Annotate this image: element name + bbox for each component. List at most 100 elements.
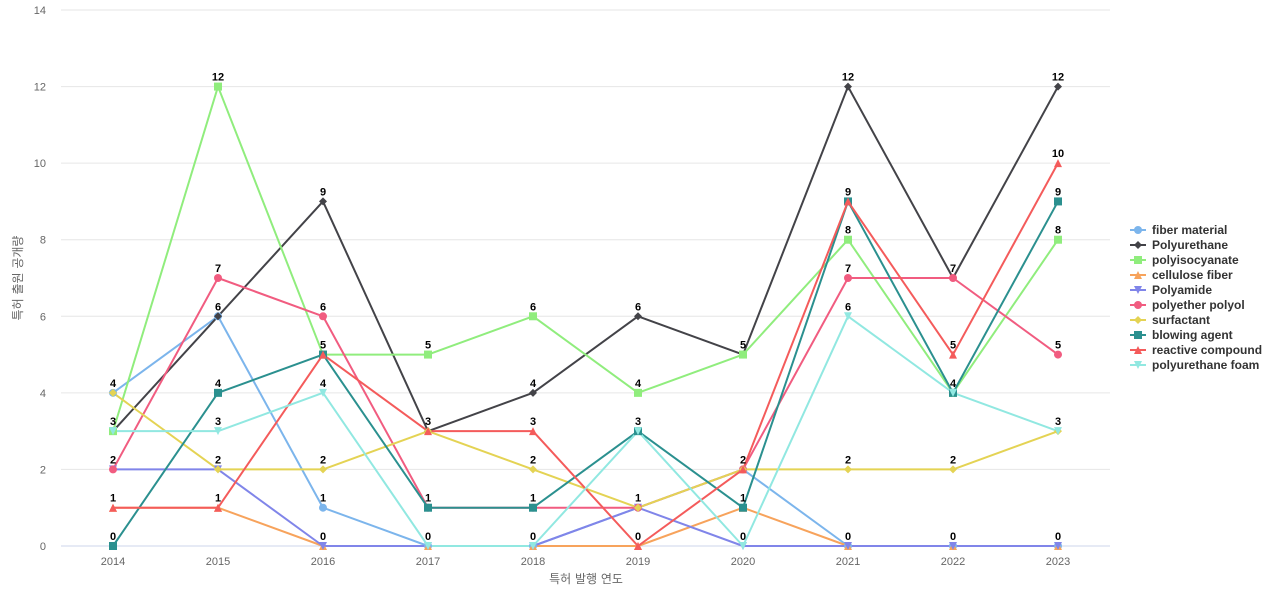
- legend-item-polyamide[interactable]: Polyamide: [1130, 283, 1212, 297]
- data-label: 0: [635, 531, 641, 543]
- legend-symbol: [1134, 286, 1142, 294]
- data-label: 0: [530, 531, 536, 543]
- legend-item-reactive-compound[interactable]: reactive compound: [1130, 343, 1262, 357]
- series-line-polyisocyanate: [112, 85, 1059, 433]
- legend-item-polyurethane-foam[interactable]: polyurethane foam: [1130, 358, 1259, 372]
- x-axis-ticks: 2014 2015 2016 2017 2018 2019 2020 2021 2022 2023: [101, 556, 1070, 568]
- legend[interactable]: fiber materialPolyurethanepolyisocyanate…: [1130, 223, 1262, 372]
- series-line-blowing-agent: [112, 200, 1059, 547]
- point-surfactant: [529, 465, 537, 474]
- data-label: 6: [635, 301, 641, 313]
- data-label: 9: [845, 186, 851, 198]
- data-label: 3: [215, 416, 221, 428]
- point-polyether-polyol: [109, 465, 117, 474]
- data-label: 5: [740, 340, 746, 352]
- legend-item-blowing-agent[interactable]: blowing agent: [1130, 328, 1233, 342]
- point-polyurethane-foam: [319, 388, 327, 397]
- point-polyamide: [1054, 542, 1062, 550]
- data-label: 0: [320, 531, 326, 543]
- x-axis-title: 특허 발행 연도: [549, 571, 623, 586]
- data-label: 5: [425, 340, 431, 352]
- legend-item-polyether-polyol[interactable]: polyether polyol: [1130, 298, 1245, 312]
- point-reactive-compound: [949, 350, 957, 359]
- data-label: 2: [950, 454, 956, 466]
- data-label: 7: [215, 263, 221, 275]
- data-label: 12: [1052, 72, 1064, 84]
- point-polyether-polyol: [1054, 350, 1062, 359]
- point-polyether-polyol: [214, 274, 222, 282]
- data-label: 0: [110, 531, 116, 543]
- legend-symbol: [1134, 301, 1142, 309]
- point-blowing-agent: [1054, 197, 1062, 206]
- legend-symbol: [1134, 241, 1142, 249]
- data-label: 1: [110, 493, 116, 505]
- legend-label: polyurethane foam: [1152, 358, 1259, 372]
- x-tick-label: 2016: [311, 556, 335, 568]
- data-label: 6: [320, 301, 326, 313]
- point-polyurethane-foam: [949, 388, 957, 397]
- legend-symbol: [1134, 271, 1142, 279]
- data-label: 0: [425, 531, 431, 543]
- data-label: 6: [215, 301, 221, 313]
- x-tick-label: 2022: [941, 556, 965, 568]
- series-line-polyamide: [112, 468, 1059, 547]
- data-label: 0: [950, 531, 956, 543]
- point-polyisocyanate: [739, 350, 747, 359]
- series-lines: [112, 85, 1059, 547]
- legend-symbol: [1134, 331, 1142, 339]
- data-label: 4: [320, 378, 327, 390]
- point-polyurethane: [1054, 82, 1062, 91]
- point-polyamide: [319, 542, 327, 550]
- legend-item-fiber-material[interactable]: fiber material: [1130, 223, 1227, 237]
- y-tick-label: 4: [40, 388, 46, 400]
- legend-item-polyurethane[interactable]: Polyurethane: [1130, 238, 1228, 252]
- legend-label: cellulose fiber: [1152, 268, 1233, 282]
- data-label: 2: [530, 454, 536, 466]
- data-label: 2: [845, 454, 851, 466]
- point-polyisocyanate: [1054, 235, 1062, 244]
- legend-label: blowing agent: [1152, 328, 1233, 342]
- data-label: 3: [635, 416, 641, 428]
- point-blowing-agent: [739, 503, 747, 512]
- point-polyurethane: [529, 388, 537, 397]
- legend-item-cellulose-fiber[interactable]: cellulose fiber: [1130, 268, 1233, 282]
- data-label: 3: [530, 416, 536, 428]
- series-line-polyurethane-foam: [112, 315, 1059, 547]
- x-tick-label: 2020: [731, 556, 755, 568]
- point-polyurethane: [214, 312, 222, 321]
- point-reactive-compound: [109, 503, 117, 512]
- legend-label: Polyurethane: [1152, 238, 1228, 252]
- data-label: 8: [1055, 225, 1061, 237]
- point-polyurethane-foam: [844, 312, 852, 321]
- x-tick-label: 2015: [206, 556, 230, 568]
- legend-item-polyisocyanate[interactable]: polyisocyanate: [1130, 253, 1239, 267]
- x-tick-label: 2021: [836, 556, 860, 568]
- x-tick-label: 2017: [416, 556, 440, 568]
- series-line-surfactant: [112, 391, 1059, 509]
- data-label: 1: [530, 493, 536, 505]
- data-label: 1: [740, 493, 746, 505]
- legend-label: polyisocyanate: [1152, 253, 1239, 267]
- point-polyamide: [949, 542, 957, 550]
- data-label: 2: [740, 454, 746, 466]
- data-label: 3: [1055, 416, 1061, 428]
- data-label: 3: [110, 416, 116, 428]
- point-polyamide: [844, 542, 852, 550]
- point-polyether-polyol: [844, 274, 852, 282]
- data-label: 4: [530, 378, 537, 390]
- data-label: 2: [110, 454, 116, 466]
- y-tick-label: 0: [40, 541, 46, 553]
- point-reactive-compound: [319, 350, 327, 359]
- y-tick-label: 12: [34, 82, 46, 94]
- data-label: 5: [950, 340, 956, 352]
- data-label: 1: [320, 493, 326, 505]
- legend-label: Polyamide: [1152, 283, 1212, 297]
- point-polyether-polyol: [319, 312, 327, 321]
- point-polyurethane-foam: [529, 542, 537, 550]
- legend-item-surfactant[interactable]: surfactant: [1130, 313, 1210, 327]
- point-polyurethane-foam: [214, 427, 222, 436]
- x-tick-label: 2014: [101, 556, 125, 568]
- data-label: 12: [842, 72, 854, 84]
- point-polyisocyanate: [529, 312, 537, 321]
- data-label: 9: [320, 186, 326, 198]
